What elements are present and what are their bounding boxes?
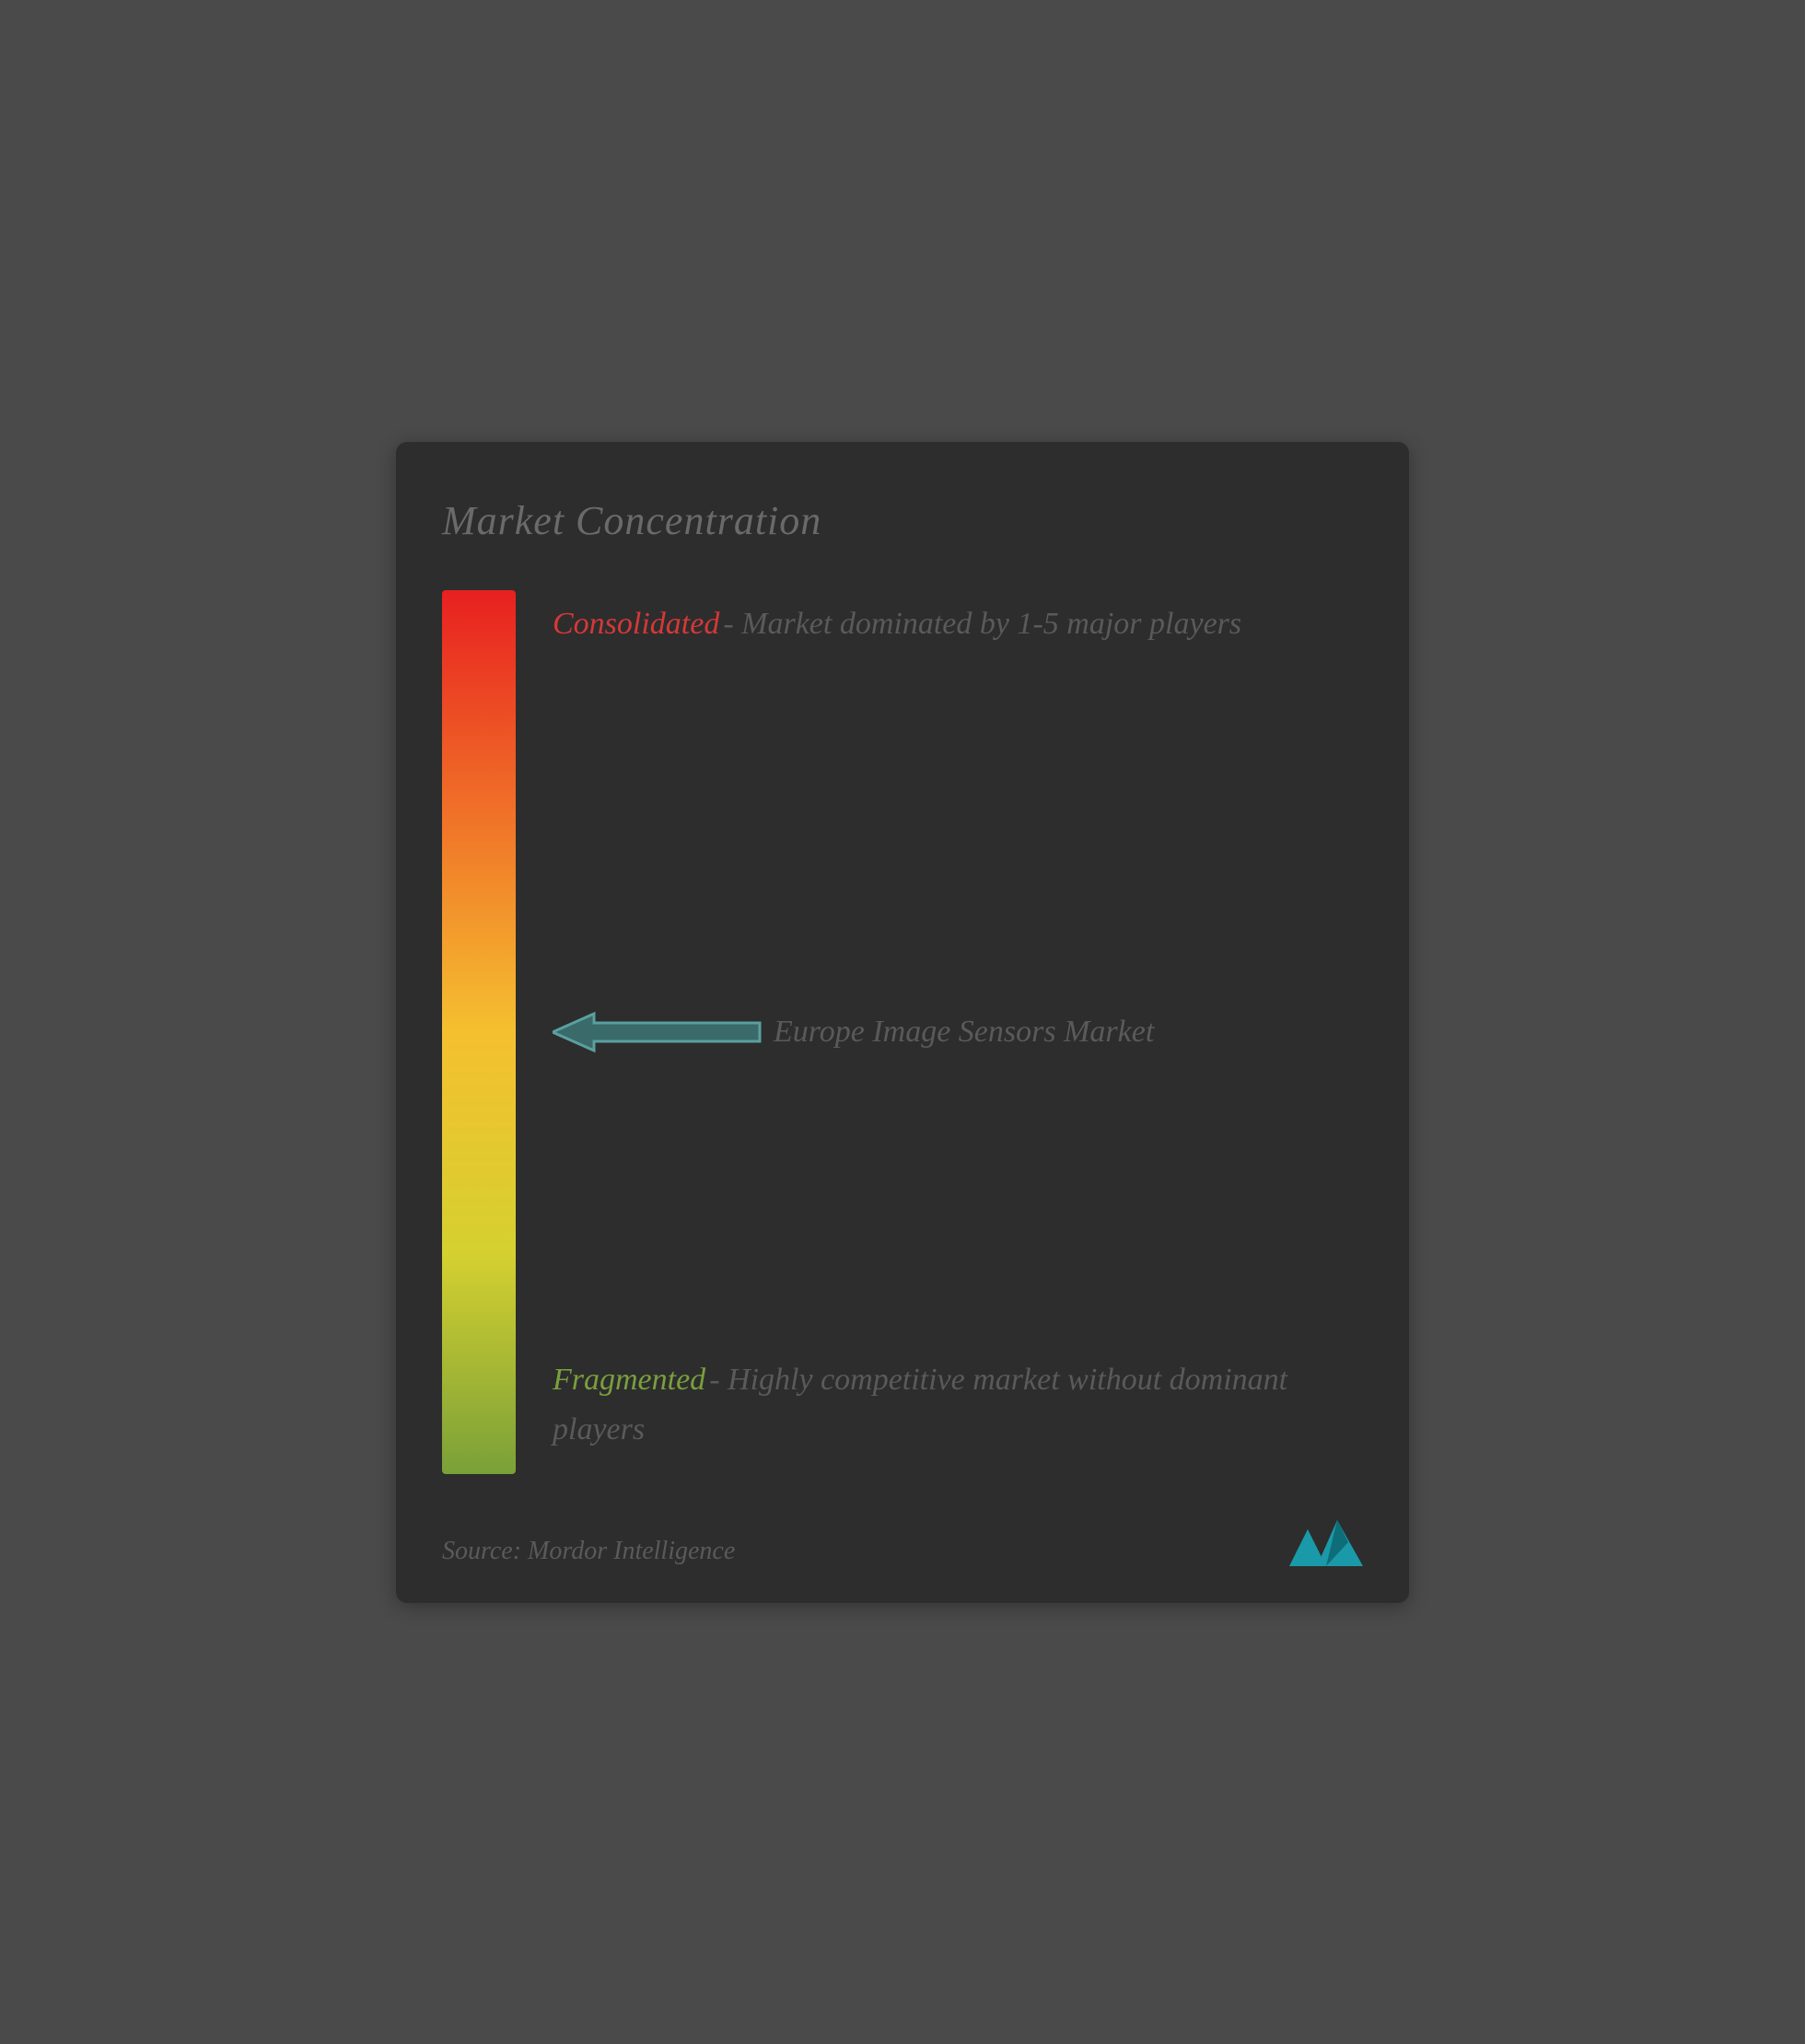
consolidated-label-block: Consolidated - Market dominated by 1-5 m… — [553, 599, 1363, 649]
footer: Source: Mordor Intelligence — [442, 1511, 1363, 1566]
market-marker: Europe Image Sensors Market — [553, 1009, 1363, 1055]
concentration-gradient-bar — [442, 590, 516, 1474]
arrow-left-icon — [553, 1009, 764, 1055]
consolidated-title: Consolidated — [553, 607, 719, 641]
fragmented-title: Fragmented — [553, 1363, 705, 1397]
market-concentration-card: Market Concentration Consolidated - Mark… — [396, 442, 1409, 1603]
consolidated-description: - Market dominated by 1-5 major players — [723, 607, 1241, 641]
content-area: Consolidated - Market dominated by 1-5 m… — [442, 590, 1363, 1474]
fragmented-label-block: Fragmented - Highly competitive market w… — [553, 1355, 1363, 1456]
chart-title: Market Concentration — [442, 497, 1363, 544]
market-name-label: Europe Image Sensors Market — [774, 1015, 1154, 1050]
labels-column: Consolidated - Market dominated by 1-5 m… — [553, 590, 1363, 1474]
mordor-logo-icon — [1289, 1511, 1363, 1566]
source-attribution: Source: Mordor Intelligence — [442, 1537, 735, 1566]
marker-arrow-container — [553, 1009, 764, 1055]
